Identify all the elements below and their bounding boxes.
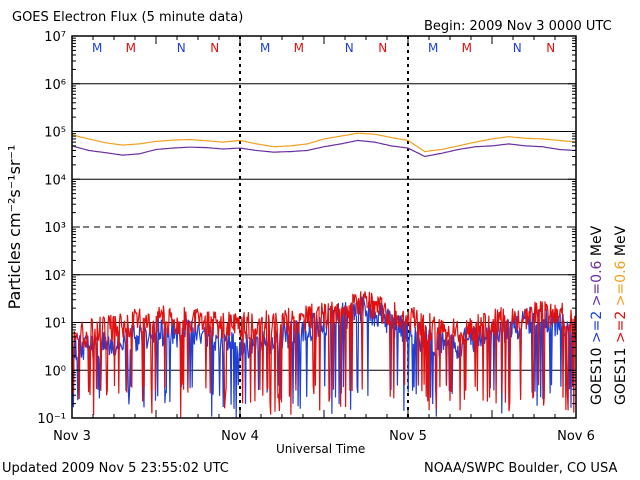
legend-column: GOES10 >=2 >=0.6 MeV	[589, 225, 605, 405]
y-tick-label: 10⁴	[44, 173, 66, 188]
legend-threshold: >=2	[589, 306, 605, 343]
chart-title: GOES Electron Flux (5 minute data)	[12, 10, 244, 25]
legend-units: MeV	[589, 225, 605, 256]
legend-threshold: >=0.6	[589, 256, 605, 306]
legend-entry: GOES10 >=2 >=0.6 MeV	[589, 225, 605, 405]
x-tick-label: Nov 4	[221, 429, 259, 444]
plot-frame	[71, 35, 577, 419]
x-tick-label: Nov 5	[389, 429, 427, 444]
legend-satellite: GOES10	[589, 343, 605, 405]
begin-label: Begin: 2009 Nov 3 0000 UTC	[424, 19, 612, 34]
legend-threshold: >=0.6	[613, 256, 629, 306]
legend-satellite: GOES11	[613, 343, 629, 405]
y-tick-label: 10⁷	[44, 30, 66, 45]
x-axis-title: Universal Time	[276, 442, 366, 456]
updated-label: Updated 2009 Nov 5 23:55:02 UTC	[2, 461, 229, 476]
y-tick-label: 10⁵	[44, 126, 66, 141]
legend-entry: GOES11 >=2 >=0.6 MeV	[613, 225, 629, 405]
legend-units: MeV	[613, 225, 629, 256]
y-tick-label: 10¹	[44, 317, 66, 332]
mn-marker: M	[294, 41, 304, 55]
y-tick-label: 10⁰	[44, 364, 66, 379]
mn-marker: M	[260, 41, 270, 55]
credit-label: NOAA/SWPC Boulder, CO USA	[424, 461, 618, 476]
series-line	[71, 139, 577, 158]
series-line	[71, 291, 577, 418]
series-layer	[71, 132, 577, 418]
y-tick-label: 10⁶	[44, 78, 66, 93]
mn-marker: N	[546, 41, 555, 55]
y-tick-label: 10²	[44, 269, 66, 284]
y-axis-title: Particles cm⁻²s⁻¹sr⁻¹	[5, 145, 24, 310]
mn-marker: N	[378, 41, 387, 55]
y-tick-label: 10⁻¹	[37, 412, 66, 427]
mn-marker: N	[210, 41, 219, 55]
series-line	[71, 132, 577, 153]
mn-marker: M	[428, 41, 438, 55]
mn-marker: N	[345, 41, 354, 55]
x-tick-label: Nov 6	[557, 429, 595, 444]
legend-column: GOES11 >=2 >=0.6 MeV	[613, 225, 629, 405]
legend-threshold: >=2	[613, 306, 629, 343]
label-layer: 10⁻¹ 10⁰ 10¹ 10² 10³ 10⁴ 10⁵ 10⁶ 10⁷ Nov 3 Nov 4 No…	[5, 30, 629, 444]
frame-layer	[71, 35, 577, 419]
mn-marker: M	[462, 41, 472, 55]
y-tick-label: 10³	[44, 221, 66, 236]
x-tick-label: Nov 3	[53, 429, 91, 444]
mn-marker: N	[177, 41, 186, 55]
mn-marker: M	[126, 41, 136, 55]
mn-marker: M	[92, 41, 102, 55]
mn-marker: N	[513, 41, 522, 55]
